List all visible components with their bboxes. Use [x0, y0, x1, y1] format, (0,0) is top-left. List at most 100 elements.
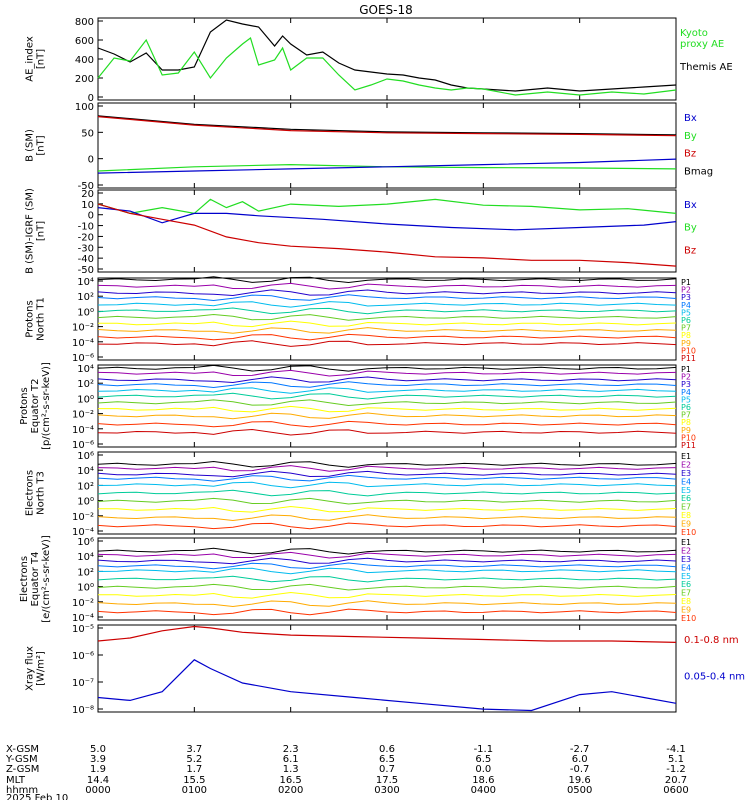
- panel-p_north: 10⁴ 10² 10⁰ 10⁻² 10⁻⁴ 10⁻⁶ Protons North T1 P1P2…: [25, 276, 696, 364]
- series-line: [97, 163, 677, 172]
- y-axis-label: North T3: [36, 471, 47, 515]
- y-tick-label: 10²: [77, 567, 94, 578]
- legend-label: Themis AE: [679, 62, 733, 73]
- legend-label: Bz: [684, 245, 696, 256]
- y-tick-label: 10⁴: [77, 277, 94, 288]
- ephemeris-value: 0600: [663, 785, 688, 796]
- channel-legend-label: E5: [681, 486, 691, 495]
- y-axis-label: B (SM): [25, 129, 36, 162]
- channel-legend-label: E9: [681, 520, 691, 529]
- y-tick-label: 0: [88, 155, 94, 166]
- channel-legend-label: E8: [681, 511, 691, 520]
- ephemeris-value: 16.5: [280, 775, 302, 786]
- y-axis-label: [nT]: [36, 221, 47, 241]
- series-line: [97, 115, 677, 136]
- y-tick-label: 10⁶: [77, 451, 94, 462]
- channel-legend-label: E7: [681, 589, 691, 598]
- y-tick-label: 600: [75, 36, 94, 47]
- panel-frame: [97, 277, 677, 361]
- y-tick-label: -50: [78, 265, 94, 276]
- panel-e_equator: 10⁶ 10⁴ 10² 10⁰ 10⁻² 10⁻⁴ Electrons Equator T4[…: [19, 535, 696, 624]
- ephemeris-value: 0000: [85, 785, 110, 796]
- channel-legend-label: E5: [681, 572, 691, 581]
- channel-line: [97, 522, 677, 530]
- channel-legend-label: E1: [681, 538, 691, 547]
- channel-line: [97, 381, 677, 389]
- y-tick-label: 10⁻²: [72, 323, 94, 334]
- ephemeris-value: 0.0: [475, 764, 491, 775]
- channel-line: [97, 474, 677, 482]
- channel-legend-label: E4: [681, 477, 691, 486]
- channel-line: [98, 320, 677, 328]
- channel-legend-label: P3: [681, 380, 691, 389]
- y-axis-label: Protons: [25, 300, 36, 337]
- y-tick-label: 10⁻⁶: [72, 440, 94, 451]
- y-tick-label: 10⁰: [77, 583, 94, 594]
- channel-legend-label: E9: [681, 606, 691, 615]
- channel-line: [97, 376, 677, 384]
- y-tick-label: 10²: [77, 481, 94, 492]
- ephemeris-value: 19.6: [569, 775, 591, 786]
- panel-bsm: 100 50 0 -50 B (SM) [nT] Bx By Bz Bmag: [25, 102, 714, 192]
- y-tick-label: 10⁻²: [72, 512, 94, 523]
- ephemeris-row-label: MLT: [6, 775, 26, 786]
- channel-line: [97, 551, 677, 559]
- series-line: [97, 158, 677, 174]
- channel-legend-label: P2: [681, 286, 691, 295]
- ephemeris-value: 0200: [278, 785, 303, 796]
- y-tick-label: 0: [88, 93, 94, 104]
- channel-line: [97, 399, 677, 407]
- legend-label: Bz: [684, 149, 696, 160]
- channel-line: [97, 562, 677, 570]
- y-axis-label: Xray flux: [25, 646, 36, 691]
- ephemeris-value: -0.7: [570, 764, 590, 775]
- ephemeris-value: 18.6: [472, 775, 494, 786]
- y-tick-label: 10⁰: [77, 307, 94, 318]
- channel-line: [97, 276, 677, 284]
- channel-legend-label: P5: [681, 308, 691, 317]
- channel-line: [97, 465, 677, 472]
- channel-line: [97, 489, 677, 497]
- plot-title: GOES-18: [359, 3, 413, 17]
- y-tick-label: 10: [81, 200, 94, 211]
- ephemeris-value: -2.7: [570, 744, 590, 755]
- y-tick-label: 400: [75, 55, 94, 66]
- y-tick-label: 800: [75, 17, 94, 28]
- y-tick-label: 10⁴: [77, 364, 94, 375]
- legend-label: By: [684, 223, 697, 234]
- channel-line: [97, 547, 677, 555]
- y-tick-label: 10⁻⁶: [72, 353, 94, 364]
- ephemeris-value: 6.5: [475, 754, 491, 765]
- channel-line: [97, 608, 677, 616]
- series-line: [97, 203, 677, 267]
- y-tick-label: 10⁻⁴: [72, 425, 94, 436]
- channel-legend-label: P4: [681, 388, 691, 397]
- channel-line: [98, 505, 677, 513]
- ephemeris-value: 0300: [374, 785, 399, 796]
- ephemeris-value: -1.2: [666, 764, 686, 775]
- y-tick-label: 10⁴: [77, 552, 94, 563]
- channel-legend-label: E1: [681, 452, 691, 461]
- ephemeris-value: 17.5: [376, 775, 398, 786]
- y-axis-label: B (SM)-IGRF (SM): [25, 188, 36, 274]
- channel-line: [97, 387, 677, 394]
- ephemeris-value: 20.7: [665, 775, 687, 786]
- channel-legend-label: P6: [681, 316, 691, 325]
- channel-legend-label: P4: [681, 301, 691, 310]
- ephemeris-value: 0.6: [379, 744, 395, 755]
- y-tick-label: 10²: [77, 292, 94, 303]
- channel-line: [97, 412, 677, 420]
- channel-legend-label: P11: [681, 441, 696, 450]
- channel-legend-label: P2: [681, 373, 691, 382]
- channel-line: [97, 481, 677, 489]
- series-line: [97, 116, 677, 137]
- channel-legend-label: P10: [681, 346, 696, 355]
- y-tick-label: 20: [81, 189, 94, 200]
- channel-line: [97, 369, 677, 377]
- panel-frame: [97, 17, 677, 101]
- y-tick-label: 10⁻⁸: [72, 705, 94, 716]
